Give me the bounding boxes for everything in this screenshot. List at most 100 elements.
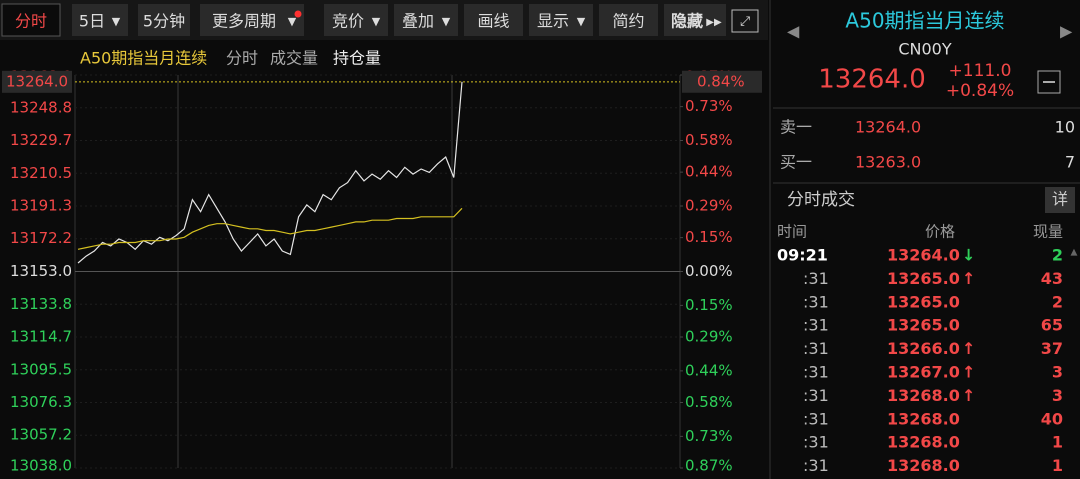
legend-item: 持仓量	[333, 49, 381, 68]
collapse-button[interactable]	[1037, 70, 1061, 94]
toolbar-button[interactable]	[200, 4, 304, 36]
trade-price: 13265.0	[887, 269, 960, 288]
toolbar-label: 简约	[612, 12, 644, 31]
toolbar-button[interactable]	[664, 4, 726, 36]
toolbar-label: 画线	[477, 12, 509, 31]
current-price-label: 13264.0	[6, 72, 68, 90]
toolbar-label: 竞价	[332, 12, 364, 31]
y2-tick-label: 0.87%	[685, 457, 733, 475]
trade-price: 13264.0	[887, 246, 960, 265]
book-qty: 7	[1065, 153, 1075, 172]
trade-qty: 3	[1052, 363, 1063, 382]
y-tick-label: 13153.0	[10, 262, 72, 280]
detail-label: 详	[1052, 190, 1068, 209]
trade-price: 13267.0	[887, 363, 960, 382]
trade-qty: 37	[1041, 339, 1063, 358]
book-side: 卖一	[780, 118, 812, 137]
fullscreen-button[interactable]	[731, 9, 759, 33]
trade-time: :31	[803, 316, 829, 335]
current-pct-label: 0.84%	[697, 72, 745, 90]
trade-time: :31	[803, 339, 829, 358]
col-header: 价格	[925, 223, 955, 241]
price-line	[77, 207, 463, 250]
trade-qty: 2	[1052, 292, 1063, 311]
toolbar-button[interactable]	[529, 4, 593, 36]
toolbar-button[interactable]	[72, 4, 128, 36]
dropdown-icon: ▼	[577, 15, 586, 28]
y2-tick-label: 0.58%	[685, 393, 733, 411]
y2-tick-label: 0.29%	[685, 197, 733, 215]
toolbar-label: 5日	[79, 12, 105, 31]
quote-price: 13264.0	[818, 65, 926, 95]
toolbar-button[interactable]	[394, 4, 458, 36]
y2-tick-label: 0.29%	[685, 328, 733, 346]
trade-qty: 2	[1052, 246, 1063, 265]
toolbar-button[interactable]	[1, 3, 61, 37]
trade-qty: 40	[1041, 409, 1063, 428]
toolbar-label: 更多周期	[212, 12, 276, 31]
y2-tick-label: 0.00%	[685, 262, 733, 280]
trade-time: :31	[803, 456, 829, 475]
y2-tick-label: 0.44%	[685, 361, 733, 379]
quote-change-pct: +0.84%	[946, 81, 1014, 101]
trade-price: 13268.0	[887, 409, 960, 428]
trade-arrow: ↓	[962, 246, 975, 265]
y2-tick-label: 0.15%	[685, 296, 733, 314]
toolbar-button[interactable]	[324, 4, 388, 36]
prev-arrow[interactable]: ◀	[787, 22, 800, 41]
badge	[294, 10, 302, 18]
current-price-box	[2, 70, 72, 93]
y-tick-label: 13038.0	[10, 457, 72, 475]
dropdown-icon: ▼	[372, 15, 381, 28]
toolbar-button[interactable]	[138, 4, 190, 36]
y-tick-label: 13133.8	[10, 295, 72, 313]
trade-qty: 3	[1052, 386, 1063, 405]
col-header: 时间	[777, 223, 807, 241]
trade-price: 13268.0	[887, 386, 960, 405]
dropdown-icon: ▼	[288, 15, 297, 28]
legend-item: A50期指当月连续	[80, 49, 207, 68]
trade-qty: 65	[1041, 316, 1063, 335]
current-pct-box	[682, 70, 762, 93]
trade-time: :31	[803, 292, 829, 311]
toolbar-button[interactable]	[464, 4, 523, 36]
col-header: 现量	[1033, 223, 1063, 241]
trade-qty: 1	[1052, 433, 1063, 452]
quote-code: CN00Y	[898, 40, 952, 59]
quote-change: +111.0	[949, 61, 1012, 81]
trade-price: 13268.0	[887, 456, 960, 475]
trade-price: 13265.0	[887, 292, 960, 311]
fullscreen-icon: ⤢	[740, 15, 750, 30]
trade-price: 13268.0	[887, 433, 960, 452]
y-tick-label: 13248.8	[10, 98, 72, 116]
next-arrow[interactable]: ▶	[1060, 22, 1073, 41]
dropdown-icon: ▼	[442, 15, 451, 28]
y2-tick-label: 0.44%	[685, 163, 733, 181]
trade-arrow: ↑	[962, 363, 975, 382]
expand-icon: ▶▶	[706, 17, 722, 28]
price-line	[77, 81, 463, 264]
y2-tick-label: 0.73%	[685, 97, 733, 115]
book-price: 13263.0	[855, 153, 921, 172]
toolbar-button[interactable]	[599, 4, 658, 36]
trade-arrow: ↑	[962, 269, 975, 288]
toolbar-label: 显示	[537, 12, 569, 31]
book-side: 买一	[780, 153, 812, 172]
toolbar-label: 隐藏	[671, 12, 703, 31]
book-price: 13264.0	[855, 118, 921, 137]
y-tick-label: 13172.2	[10, 229, 72, 247]
book-qty: 10	[1055, 118, 1075, 137]
trade-time: 09:21	[777, 246, 828, 265]
trade-price: 13266.0	[887, 339, 960, 358]
y-tick-label: 13057.2	[10, 426, 72, 444]
legend-item: 分时	[226, 49, 258, 68]
toolbar-label: 5分钟	[143, 12, 185, 31]
trade-qty: 1	[1052, 456, 1063, 475]
trade-qty: 43	[1041, 269, 1063, 288]
y2-tick-label: 0.58%	[685, 131, 733, 149]
scroll-arrow: ▲	[1071, 248, 1078, 258]
legend-item: 成交量	[270, 49, 318, 68]
detail-button[interactable]	[1045, 187, 1075, 213]
